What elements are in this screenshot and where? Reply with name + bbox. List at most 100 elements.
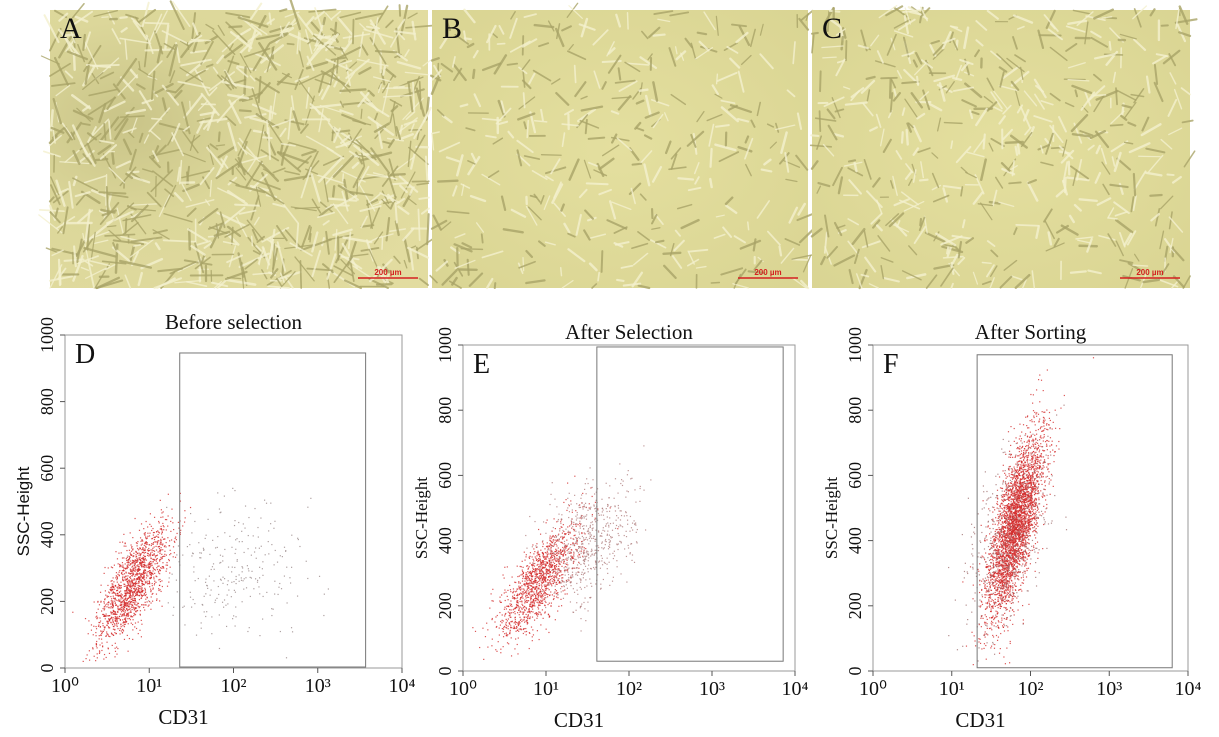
event-dot [554, 558, 555, 559]
event-dot [144, 535, 145, 536]
event-dot [121, 607, 122, 608]
event-dot [495, 649, 496, 650]
micrograph [39, 0, 434, 288]
event-dot [99, 650, 100, 651]
event-dot [609, 535, 610, 536]
event-dot [543, 573, 544, 574]
event-dot [159, 551, 160, 552]
event-dot [534, 620, 535, 621]
event-dot [225, 605, 226, 606]
event-dot [543, 590, 544, 591]
event-dot [228, 589, 229, 590]
event-dot [543, 598, 544, 599]
event-dot [108, 623, 109, 624]
event-dot [130, 578, 131, 579]
event-dot [529, 594, 530, 595]
event-dot [142, 543, 143, 544]
event-dot [605, 539, 606, 540]
event-dot [570, 538, 571, 539]
event-dot [524, 552, 525, 553]
event-dot [555, 561, 556, 562]
event-dot [251, 555, 252, 556]
event-dot [113, 587, 114, 588]
event-dot [141, 539, 142, 540]
event-dot [129, 565, 130, 566]
event-dot [137, 604, 138, 605]
event-dot [503, 636, 504, 637]
event-dot [557, 560, 558, 561]
event-dot [542, 578, 543, 579]
event-dot [550, 565, 551, 566]
event-dot [253, 588, 254, 589]
cell [1006, 142, 1023, 143]
event-dot [159, 579, 160, 580]
event-dot [540, 592, 541, 593]
event-dot [126, 572, 127, 573]
event-dot [109, 620, 110, 621]
event-dot [172, 522, 173, 523]
event-dot [147, 575, 148, 576]
event-dot [505, 600, 506, 601]
event-dot [535, 558, 536, 559]
event-dot [159, 546, 160, 547]
event-dot [306, 561, 307, 562]
event-dot [506, 635, 507, 636]
event-dot [557, 555, 558, 556]
event-dot [112, 604, 113, 605]
event-dot [144, 533, 145, 534]
event-dot [531, 581, 532, 582]
event-dot [159, 543, 160, 544]
event-dot [261, 546, 262, 547]
event-dot [142, 558, 143, 559]
event-dot [207, 519, 208, 520]
event-dot [542, 570, 543, 571]
event-dot [532, 611, 533, 612]
event-dot [511, 627, 512, 628]
event-dot [214, 569, 215, 570]
event-dot [517, 612, 518, 613]
event-dot [72, 612, 73, 613]
event-dot [128, 559, 129, 560]
event-dot [151, 575, 152, 576]
cell [1018, 144, 1019, 153]
event-dot [582, 493, 583, 494]
event-dot [551, 554, 552, 555]
event-dot [526, 614, 527, 615]
event-dot [221, 580, 222, 581]
event-dot [533, 553, 534, 554]
event-dot [148, 571, 149, 572]
cell [267, 121, 268, 134]
event-dot [112, 602, 113, 603]
event-dot [104, 603, 105, 604]
event-dot [281, 588, 282, 589]
cell [263, 137, 271, 138]
event-dot [153, 534, 154, 535]
event-dot [491, 600, 492, 601]
event-dot [280, 555, 281, 556]
event-dot [547, 594, 548, 595]
event-dot [617, 528, 618, 529]
event-dot [548, 614, 549, 615]
event-dot [542, 546, 543, 547]
event-dot [171, 509, 172, 510]
event-dot [126, 579, 127, 580]
event-dot [139, 569, 140, 570]
event-dot [507, 634, 508, 635]
event-dot [111, 633, 112, 634]
event-dot [107, 634, 108, 635]
event-dot [546, 568, 547, 569]
event-dot [540, 573, 541, 574]
event-dot [158, 546, 159, 547]
y-axis-label: SSC-Height [14, 466, 33, 556]
event-dot [142, 590, 143, 591]
event-dot [515, 624, 516, 625]
event-dot [472, 627, 473, 628]
event-dot [134, 626, 135, 627]
event-dot [113, 591, 114, 592]
event-dot [131, 551, 132, 552]
event-dot [518, 606, 519, 607]
event-dot [152, 555, 153, 556]
cell [654, 35, 665, 36]
event-dot [136, 589, 137, 590]
event-dot [533, 569, 534, 570]
